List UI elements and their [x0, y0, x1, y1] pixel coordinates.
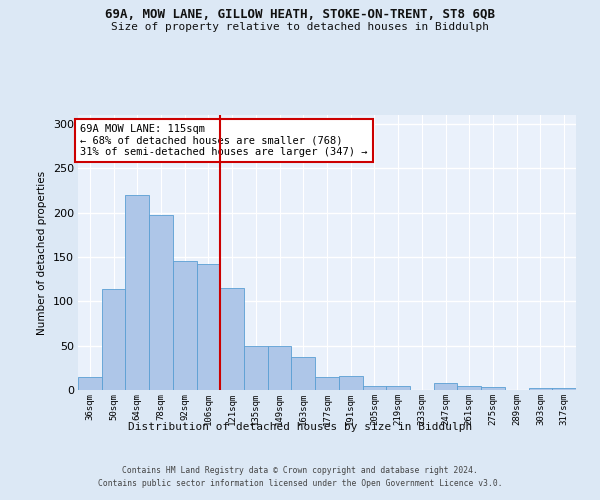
Bar: [552, 388, 576, 390]
Text: Contains public sector information licensed under the Open Government Licence v3: Contains public sector information licen…: [98, 479, 502, 488]
Bar: [244, 346, 268, 390]
Text: 69A, MOW LANE, GILLOW HEATH, STOKE-ON-TRENT, ST8 6QB: 69A, MOW LANE, GILLOW HEATH, STOKE-ON-TR…: [105, 8, 495, 20]
Bar: [457, 386, 481, 390]
Bar: [220, 288, 244, 390]
Bar: [434, 383, 457, 390]
Bar: [315, 376, 339, 390]
Text: Size of property relative to detached houses in Biddulph: Size of property relative to detached ho…: [111, 22, 489, 32]
Bar: [362, 386, 386, 390]
Bar: [292, 357, 315, 390]
Text: Distribution of detached houses by size in Biddulph: Distribution of detached houses by size …: [128, 422, 472, 432]
Bar: [102, 289, 125, 390]
Bar: [125, 195, 149, 390]
Bar: [529, 388, 552, 390]
Bar: [339, 376, 362, 390]
Bar: [173, 262, 197, 390]
Bar: [78, 376, 102, 390]
Bar: [268, 346, 292, 390]
Bar: [197, 264, 220, 390]
Y-axis label: Number of detached properties: Number of detached properties: [37, 170, 47, 334]
Bar: [149, 215, 173, 390]
Text: Contains HM Land Registry data © Crown copyright and database right 2024.: Contains HM Land Registry data © Crown c…: [122, 466, 478, 475]
Bar: [386, 386, 410, 390]
Text: 69A MOW LANE: 115sqm
← 68% of detached houses are smaller (768)
31% of semi-deta: 69A MOW LANE: 115sqm ← 68% of detached h…: [80, 124, 368, 157]
Bar: [481, 388, 505, 390]
